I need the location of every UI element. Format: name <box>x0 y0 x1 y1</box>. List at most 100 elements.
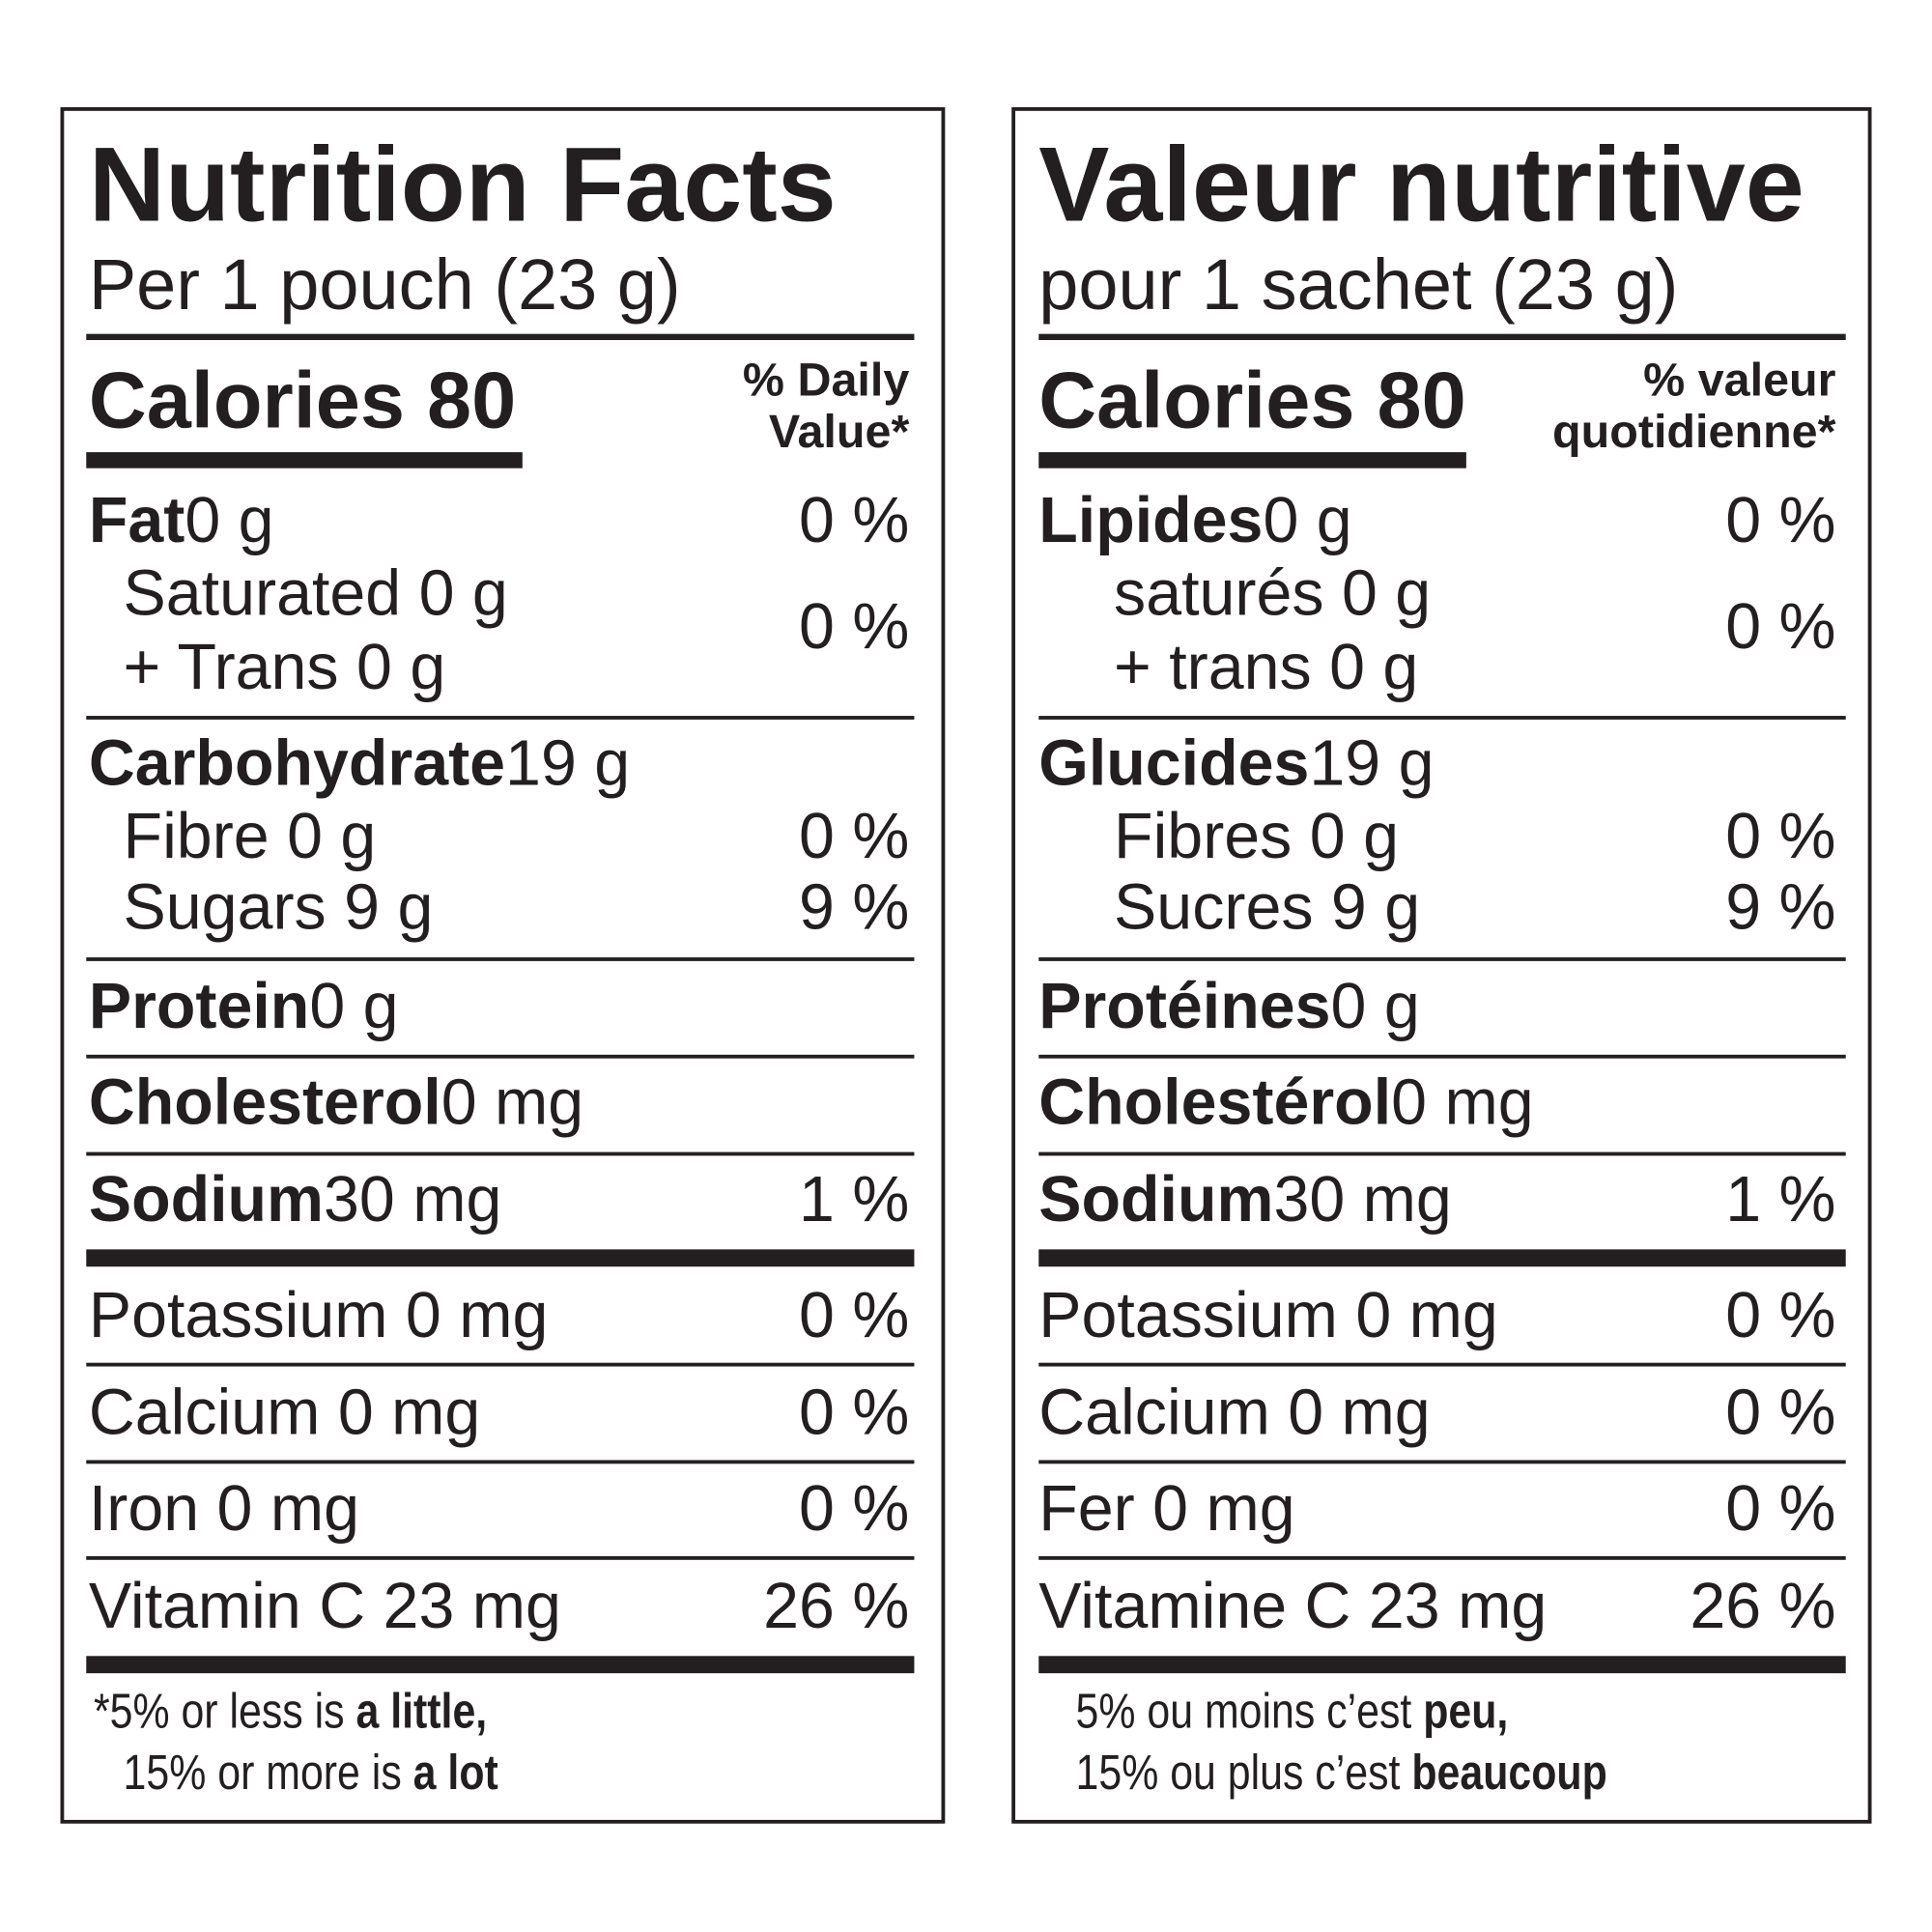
daily-value: 0 % <box>1725 801 1836 873</box>
nutrient-row: Sodium30 mg <box>89 1168 502 1232</box>
dv-header: % Daily <box>742 355 910 407</box>
bold-text: Sodium <box>1038 1164 1274 1236</box>
rule <box>86 1555 915 1560</box>
thick-rule <box>86 1249 915 1267</box>
daily-value: 0 % <box>799 485 910 557</box>
dv-header: Value* <box>768 406 910 459</box>
footnote: 15% ou plus c’est beaucoup <box>1076 1748 1607 1798</box>
calories: Calories 80 <box>89 359 516 440</box>
sub-nutrient: Fibres 0 g <box>1114 805 1399 868</box>
bold-text: Protein <box>88 971 310 1043</box>
nutrient-row: Cholestérol0 mg <box>1038 1070 1533 1134</box>
nutrient-row: Vitamin C 23 mg <box>89 1575 561 1638</box>
text: 0 mg <box>1391 1066 1534 1139</box>
bold-text: Carbohydrate <box>88 727 506 800</box>
daily-value: 0 % <box>799 1378 910 1449</box>
daily-value: 26 % <box>763 1571 910 1643</box>
bold-text: Sodium <box>88 1164 325 1236</box>
daily-value: 0 % <box>799 1473 910 1546</box>
daily-value: 0 % <box>799 801 910 873</box>
nutrient-row: Calcium 0 mg <box>89 1381 480 1445</box>
nutrient-row: Vitamine C 23 mg <box>1038 1575 1547 1638</box>
bold-text: Fat <box>88 485 185 557</box>
footnote: *5% or less is a little, <box>94 1687 487 1736</box>
title: Nutrition Facts <box>89 132 837 239</box>
thick-rule <box>86 1656 915 1674</box>
nutrient-row: Iron 0 mg <box>89 1477 359 1541</box>
nutrient-row: Carbohydrate19 g <box>89 732 630 796</box>
nutrient-row: Protéines0 g <box>1038 975 1419 1038</box>
calories: Calories 80 <box>1038 359 1465 440</box>
bold-text: beaucoup <box>1411 1746 1607 1801</box>
text: + Trans 0 g <box>123 632 446 704</box>
daily-value: 26 % <box>1690 1571 1836 1643</box>
text: Sucres 9 g <box>1114 872 1421 945</box>
footnote: 5% ou moins c’est peu, <box>1076 1687 1509 1736</box>
text: Vitamin C 23 mg <box>88 1571 561 1643</box>
sub-nutrient: + Trans 0 g <box>124 636 446 699</box>
bold-text: Calories 80 <box>88 355 517 445</box>
nutrient-row: Sodium30 mg <box>1038 1168 1452 1232</box>
rule <box>1038 957 1846 961</box>
thick-rule <box>86 452 523 469</box>
nutrient-row: Lipides0 g <box>1038 489 1351 553</box>
bold-text: Glucides <box>1038 727 1310 800</box>
text: 0 g <box>185 485 274 557</box>
text: 19 g <box>505 727 631 800</box>
text: pour 1 sachet (23 g) <box>1038 244 1679 326</box>
daily-value: 0 % <box>1725 1280 1836 1352</box>
text: Fibres 0 g <box>1114 801 1399 873</box>
serving-size: Per 1 pouch (23 g) <box>89 249 681 322</box>
thick-rule <box>86 333 915 341</box>
rule <box>1038 716 1846 720</box>
nutrient-row: Potassium 0 mg <box>89 1284 549 1348</box>
bold-text: Cholestérol <box>1038 1066 1392 1139</box>
rule <box>86 1362 915 1367</box>
bold-text: Cholesterol <box>88 1066 441 1139</box>
text: 0 g <box>1330 971 1420 1043</box>
text: 19 g <box>1309 727 1435 800</box>
daily-value: 1 % <box>1725 1164 1836 1236</box>
bold-text: peu, <box>1423 1684 1509 1739</box>
title: Valeur nutritive <box>1038 132 1804 239</box>
sub-nutrient: Fibre 0 g <box>124 805 377 868</box>
text: Saturated 0 g <box>123 557 508 630</box>
nutrient-row: Protein0 g <box>89 975 399 1038</box>
daily-value: 0 % <box>1725 1473 1836 1546</box>
nutrition-panel: Nutrition Facts Per 1 pouch (23 g) Calorie… <box>60 106 946 1824</box>
sub-nutrient: Sugars 9 g <box>124 876 434 940</box>
bold-text: Calories 80 <box>1038 355 1466 445</box>
text: 0 mg <box>440 1066 584 1139</box>
text: saturés 0 g <box>1114 557 1432 630</box>
daily-value: 9 % <box>799 872 910 945</box>
daily-value: 0 % <box>799 591 910 664</box>
dv-header: quotidienne* <box>1552 406 1836 459</box>
text: *5% or less is <box>93 1684 356 1739</box>
daily-value: 0 % <box>799 1280 910 1352</box>
sub-nutrient: Saturated 0 g <box>124 562 508 626</box>
text: 15% ou plus c’est <box>1075 1746 1412 1801</box>
rule <box>86 957 915 961</box>
daily-value: 1 % <box>799 1164 910 1236</box>
daily-value: 0 % <box>1725 485 1836 557</box>
rule <box>86 1151 915 1156</box>
thick-rule <box>1038 333 1846 341</box>
rule <box>1038 1054 1846 1059</box>
bold-text: a lot <box>412 1746 498 1801</box>
bold-text: Protéines <box>1038 971 1331 1043</box>
rule <box>1038 1555 1846 1560</box>
text: 30 mg <box>324 1164 502 1236</box>
text: Iron 0 mg <box>88 1473 360 1546</box>
text: Calcium 0 mg <box>88 1378 481 1449</box>
text: Fibre 0 g <box>123 801 377 873</box>
bold-text: Lipides <box>1038 485 1264 557</box>
text: 0 g <box>1263 485 1352 557</box>
text: Sugars 9 g <box>123 872 434 945</box>
text: 15% or more is <box>123 1746 413 1801</box>
bold-text: Valeur nutritive <box>1038 126 1804 244</box>
text: Potassium 0 mg <box>88 1280 549 1352</box>
sub-nutrient: + trans 0 g <box>1114 636 1418 699</box>
nutrient-row: Potassium 0 mg <box>1038 1284 1498 1348</box>
